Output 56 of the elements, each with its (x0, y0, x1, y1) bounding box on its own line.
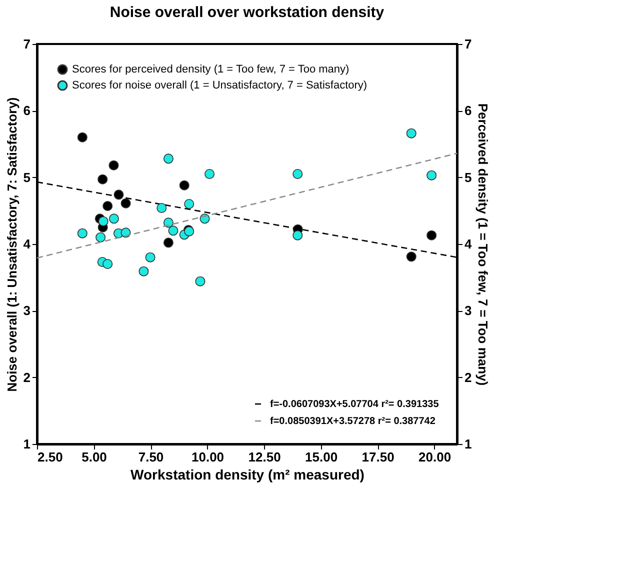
y2-tick-label: 5 (464, 170, 472, 185)
point (120, 198, 131, 208)
point (168, 226, 178, 236)
legend-label: f=-0.0607093X+5.07704 r²= 0.391335 (270, 399, 440, 410)
x-tick-label: 15.00 (305, 450, 338, 464)
point (108, 214, 119, 224)
point (138, 266, 149, 276)
point (145, 252, 156, 262)
legend-label: Scores for noise overall (1 = Unsatisfactory, 7 = Satisfactory) (72, 80, 368, 92)
x-tick-label: 10.00 (191, 450, 224, 464)
x-tick-label: 2.50 (38, 450, 63, 464)
point (108, 160, 119, 170)
point (77, 228, 88, 238)
x-tick-label: 7.50 (138, 450, 164, 464)
point (102, 259, 113, 269)
y-tick-label: 2 (23, 370, 30, 385)
x-tick-label: 12.50 (248, 450, 281, 464)
point (195, 276, 206, 286)
point (184, 199, 194, 209)
y-tick-label: 3 (23, 303, 30, 318)
point (406, 252, 416, 262)
y-tick-label: 7 (23, 36, 30, 52)
point (98, 216, 108, 226)
x-tick-label: 20.00 (418, 450, 452, 464)
point (163, 238, 174, 248)
point (96, 232, 106, 242)
y-tick-label: 4 (23, 236, 32, 252)
y2-tick-label: 1 (464, 436, 472, 452)
x-tick-label: 17.50 (362, 450, 394, 464)
point (179, 180, 190, 190)
y-tick-label: 5 (23, 170, 30, 185)
chart-title: Noise overall over workstation density (110, 4, 385, 21)
y2-tick-label: 7 (464, 36, 472, 52)
point (426, 230, 437, 240)
point (292, 230, 303, 240)
x-axis-title: Workstation density (m² measured) (130, 466, 364, 482)
legend-label: f=0.0850391X+3.57278 r²= 0.387742 (270, 416, 436, 427)
x-tick-label: 5.00 (82, 450, 107, 464)
y-tick-label: 6 (23, 103, 30, 118)
point (406, 128, 416, 138)
y2-tick-label: 6 (464, 103, 472, 118)
point (102, 201, 113, 211)
y2-tick-label: 3 (464, 303, 472, 318)
point (292, 169, 303, 179)
point (98, 174, 108, 184)
y2-tick-label: 2 (464, 370, 472, 385)
point (163, 154, 174, 164)
y-tick-label: 1 (23, 436, 30, 452)
legend-label: Scores for perceived density (1 = Too few, 7 = Too many) (72, 64, 350, 76)
y2-tick-label: 4 (464, 236, 472, 252)
point (77, 132, 88, 142)
y-axis-title: Noise overall (1: Unsatisfactory, 7: Satisfactory) (4, 97, 20, 392)
point (156, 203, 167, 213)
y2-axis-title: Perceived density (1 = Too few, 7 = Too many) (476, 103, 491, 386)
point (426, 170, 437, 180)
point (204, 169, 215, 179)
